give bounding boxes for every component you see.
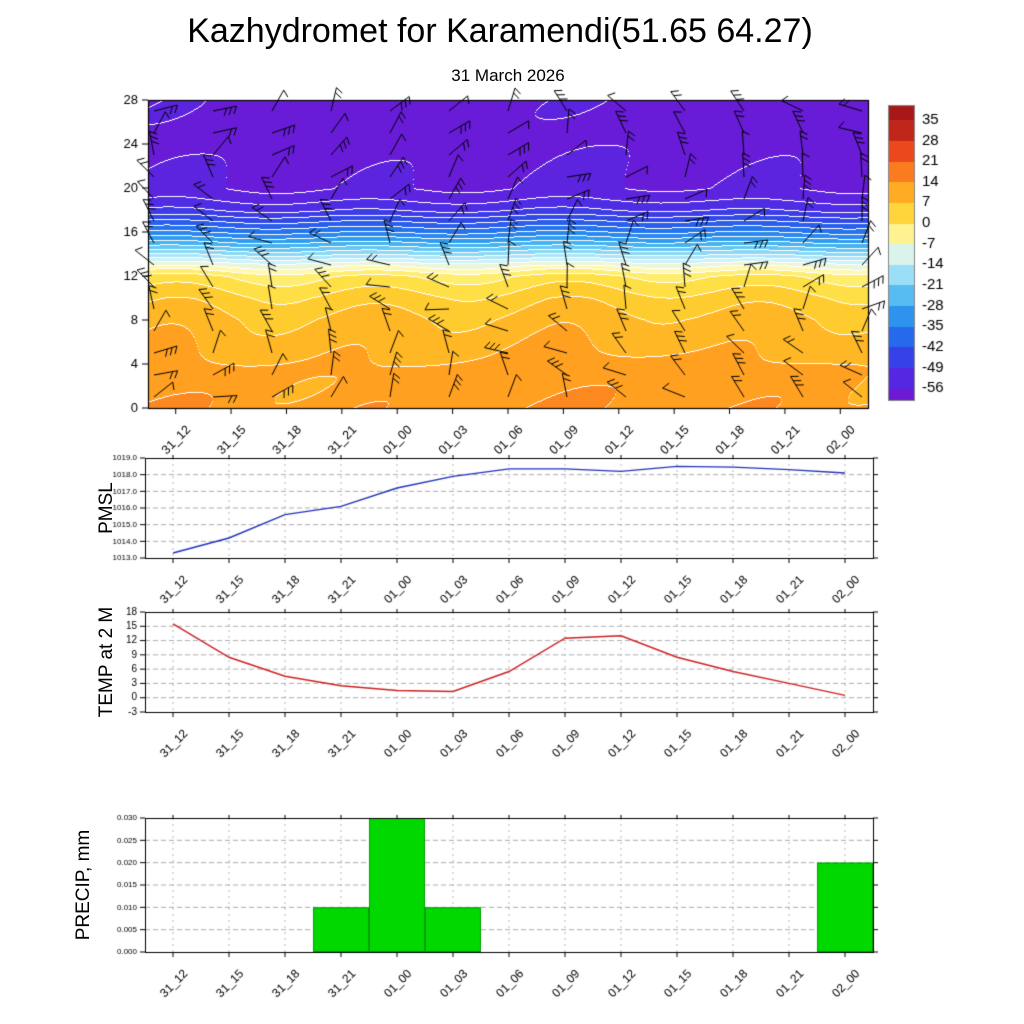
pmsl-axis-label: PMSL [96,482,117,534]
temp-axis-label: TEMP at 2 M [96,606,117,718]
page-title: Kazhydromet for Karamendi(51.65 64.27) [187,12,813,50]
precip-axis-label: PRECIP, mm [73,829,94,941]
date-subtitle: 31 March 2026 [451,66,565,85]
